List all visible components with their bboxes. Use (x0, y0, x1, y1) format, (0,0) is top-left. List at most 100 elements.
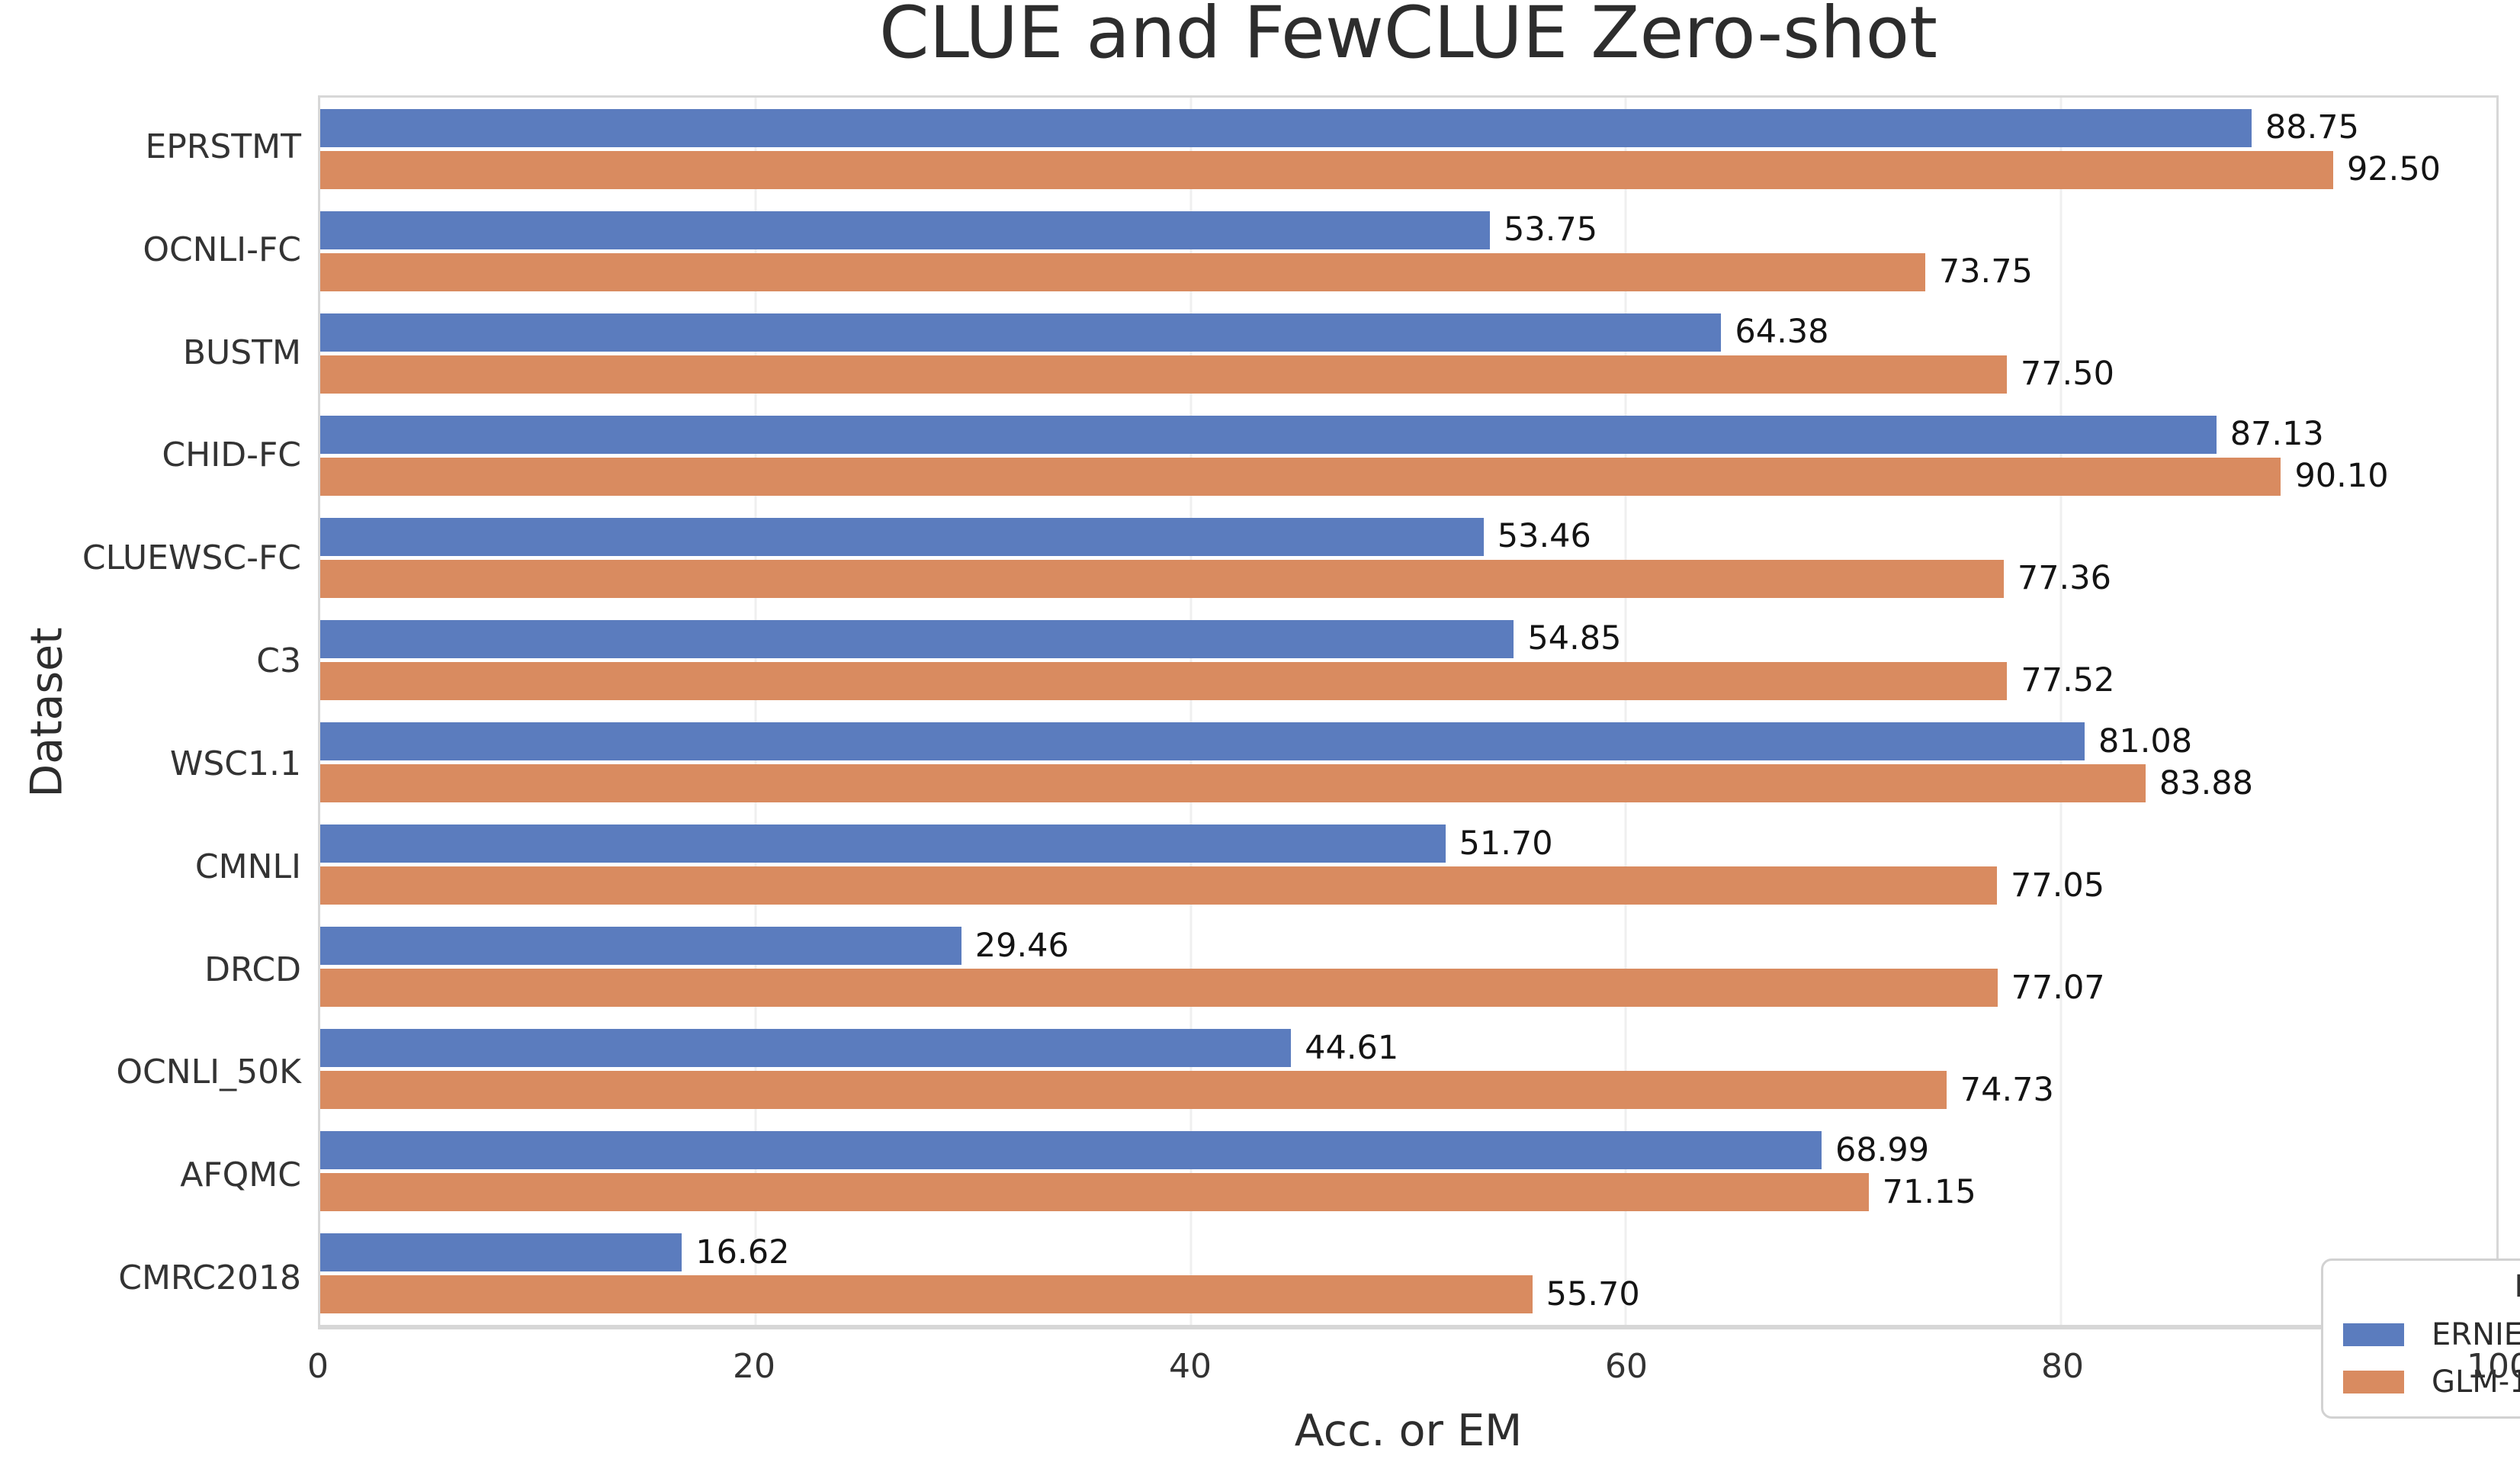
bar-row: 77.05 (320, 866, 2496, 905)
legend-item-ernie: ERNIE 3.0 Titan (260B) (2343, 1311, 2520, 1358)
bar-row: 55.70 (320, 1275, 2496, 1314)
x-tick-20: 20 (733, 1347, 775, 1386)
x-tick-60: 60 (1605, 1347, 1648, 1386)
chart-title: CLUE and FewCLUE Zero-shot (878, 0, 1938, 75)
gridline-20 (754, 98, 757, 1325)
y-tick-AFQMC: AFQMC (180, 1156, 301, 1195)
bar-ERNIE 3.0 Titan (260B)-CLUEWSC-FC (320, 517, 1484, 556)
bar-group-CMRC2018: 16.62 55.70 (320, 1223, 2496, 1325)
bar-group-AFQMC: 68.99 71.15 (320, 1120, 2496, 1223)
bar-row: 54.85 (320, 619, 2496, 658)
bar-value-label: 51.70 (1459, 824, 1553, 863)
bar-GLM-130B-CMRC2018 (320, 1275, 1533, 1314)
bar-value-label: 44.61 (1305, 1028, 1399, 1067)
bar-row: 51.70 (320, 825, 2496, 863)
bar-row: 29.46 (320, 926, 2496, 966)
bar-row: 44.61 (320, 1028, 2496, 1068)
legend-title: Model (2343, 1270, 2520, 1303)
bar-row: 16.62 (320, 1233, 2496, 1272)
x-axis-tick-labels: 0 20 40 60 80 100 (307, 1344, 2520, 1390)
y-axis-tick-labels: EPRSTMT OCNLI-FC BUSTM CHID-FC CLUEWSC-FC C3 W… (0, 95, 301, 1329)
bar-GLM-130B-EPRSTMT (320, 150, 2333, 189)
bar-row: 53.46 (320, 517, 2496, 556)
bar-group-DRCD: 29.46 77.07 (320, 916, 2496, 1018)
bar-GLM-130B-BUSTM (320, 355, 2007, 394)
y-tick-OCNLI-FC: OCNLI-FC (143, 230, 301, 269)
bar-value-label: 29.46 (974, 926, 1069, 965)
y-tick-CMRC2018: CMRC2018 (118, 1258, 301, 1298)
plot-area: 88.75 92.50 53.75 73.75 64.38 77.50 87.13 90.10… (318, 95, 2520, 1419)
bar-ERNIE 3.0 Titan (260B)-BUSTM (320, 313, 1722, 352)
bar-row: 73.75 (320, 252, 2496, 291)
bar-row: 88.75 (320, 108, 2496, 147)
bar-row: 71.15 (320, 1172, 2496, 1212)
bar-value-label: 77.50 (2020, 355, 2114, 394)
bar-group-C3: 54.85 77.52 (320, 609, 2496, 711)
gridline-80 (2059, 98, 2063, 1325)
x-tick-0: 0 (307, 1347, 329, 1386)
bar-value-label: 83.88 (2159, 763, 2254, 802)
bar-group-CHID-FC: 87.13 90.10 (320, 404, 2496, 506)
bar-group-EPRSTMT: 88.75 92.50 (320, 98, 2496, 200)
bar-GLM-130B-AFQMC (320, 1173, 1869, 1212)
bar-group-OCNLI_50K: 44.61 74.73 (320, 1018, 2496, 1120)
bar-row: 64.38 (320, 313, 2496, 352)
bar-GLM-130B-CLUEWSC-FC (320, 559, 2004, 598)
bar-row: 77.36 (320, 559, 2496, 598)
bar-GLM-130B-CMNLI (320, 866, 1997, 905)
bar-GLM-130B-CHID-FC (320, 457, 2281, 496)
y-tick-CLUEWSC-FC: CLUEWSC-FC (82, 538, 301, 578)
bar-group-CLUEWSC-FC: 53.46 77.36 (320, 506, 2496, 609)
x-tick-40: 40 (1169, 1347, 1212, 1386)
bar-GLM-130B-OCNLI_50K (320, 1071, 1947, 1110)
bar-row: 87.13 (320, 415, 2496, 454)
bar-row: 90.10 (320, 457, 2496, 496)
bar-row: 92.50 (320, 150, 2496, 189)
y-tick-CHID-FC: CHID-FC (162, 436, 301, 475)
bar-value-label: 92.50 (2346, 150, 2441, 189)
legend-swatch-ernie (2343, 1323, 2404, 1346)
y-tick-OCNLI_50K: OCNLI_50K (116, 1053, 301, 1092)
bar-GLM-130B-WSC1.1 (320, 764, 2146, 802)
bar-row: 68.99 (320, 1130, 2496, 1170)
bar-ERNIE 3.0 Titan (260B)-CMRC2018 (320, 1233, 682, 1272)
x-tick-80: 80 (2041, 1347, 2084, 1386)
bar-value-label: 77.05 (2011, 866, 2105, 905)
bar-value-label: 77.07 (2011, 968, 2105, 1007)
bar-row: 77.07 (320, 968, 2496, 1008)
y-tick-WSC1.1: WSC1.1 (169, 744, 301, 783)
bar-value-label: 74.73 (1960, 1070, 2054, 1109)
y-tick-CMNLI: CMNLI (194, 847, 301, 886)
legend-swatch-glm (2343, 1371, 2404, 1393)
bar-value-label: 71.15 (1882, 1172, 1976, 1211)
bar-GLM-130B-OCNLI-FC (320, 252, 1925, 291)
bar-value-label: 88.75 (2265, 108, 2360, 147)
bar-ERNIE 3.0 Titan (260B)-EPRSTMT (320, 108, 2252, 147)
bar-row: 81.08 (320, 722, 2496, 760)
bar-ERNIE 3.0 Titan (260B)-WSC1.1 (320, 722, 2085, 760)
bar-ERNIE 3.0 Titan (260B)-DRCD (320, 927, 961, 966)
gridline-40 (1189, 98, 1193, 1325)
bar-value-label: 68.99 (1835, 1130, 1930, 1169)
gridline-60 (1624, 98, 1627, 1325)
bar-row: 83.88 (320, 764, 2496, 802)
bar-GLM-130B-C3 (320, 661, 2008, 700)
bar-ERNIE 3.0 Titan (260B)-CHID-FC (320, 415, 2217, 454)
legend-label-ernie: ERNIE 3.0 Titan (260B) (2432, 1317, 2520, 1352)
bar-ERNIE 3.0 Titan (260B)-OCNLI-FC (320, 211, 1491, 249)
bar-GLM-130B-DRCD (320, 969, 1998, 1008)
y-tick-C3: C3 (256, 641, 301, 681)
bar-group-WSC1.1: 81.08 83.88 (320, 711, 2496, 813)
bar-group-BUSTM: 64.38 77.50 (320, 302, 2496, 404)
bar-row: 77.52 (320, 661, 2496, 700)
bar-value-label: 81.08 (2098, 722, 2193, 760)
legend-label-glm: GLM-130B (2432, 1365, 2520, 1400)
bar-groups: 88.75 92.50 53.75 73.75 64.38 77.50 87.13 90.10… (320, 98, 2496, 1325)
bar-value-label: 87.13 (2229, 415, 2324, 454)
bar-ERNIE 3.0 Titan (260B)-AFQMC (320, 1131, 1822, 1170)
bar-value-label: 16.62 (695, 1233, 790, 1271)
bar-group-OCNLI-FC: 53.75 73.75 (320, 200, 2496, 302)
bar-value-label: 77.52 (2021, 661, 2115, 700)
bar-value-label: 73.75 (1938, 252, 2033, 291)
